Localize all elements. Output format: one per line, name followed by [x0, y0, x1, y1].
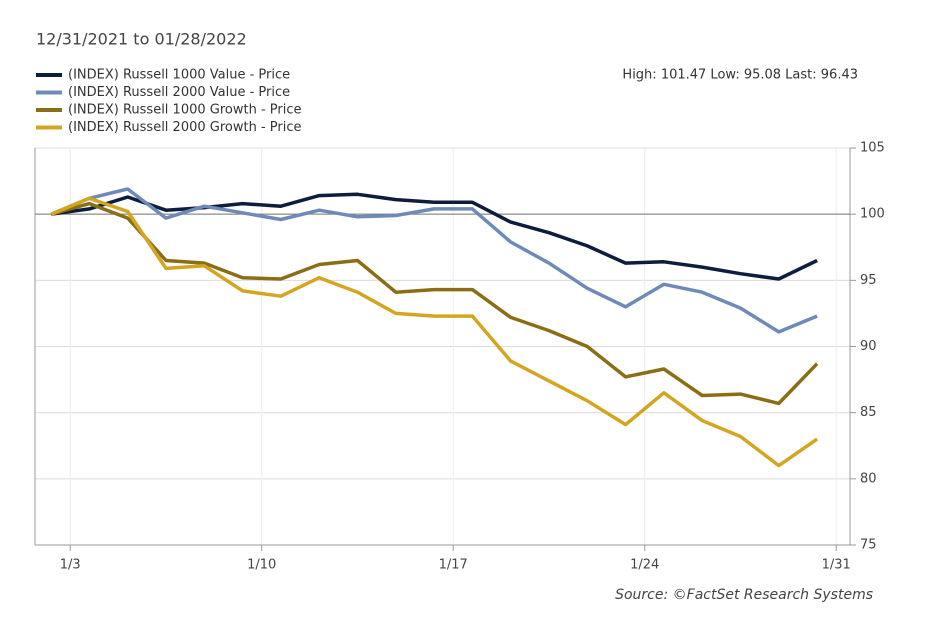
y-tick-label: 100	[860, 207, 885, 222]
source: Source: ©FactSet Research Systems	[615, 587, 873, 603]
y-tick-label: 75	[860, 538, 877, 553]
x-tick-label: 1/31	[822, 558, 851, 573]
legend-label: (INDEX) Russell 1000 Growth - Price	[68, 103, 302, 118]
series-line	[50, 196, 819, 468]
y-tick-label: 80	[860, 471, 877, 486]
x-tick-label: 1/17	[439, 558, 468, 573]
series-line	[50, 201, 819, 406]
x-tick-label: 1/10	[247, 558, 276, 573]
y-tick-label: 95	[860, 273, 877, 288]
x-tick-label: 1/24	[630, 558, 659, 573]
series-line	[50, 192, 818, 281]
chart-title: 12/31/2021 to 01/28/2022	[36, 30, 247, 49]
y-tick-label: 85	[860, 405, 877, 420]
y-tick-label: 105	[860, 141, 885, 156]
legend-label: (INDEX) Russell 2000 Value - Price	[68, 85, 290, 100]
legend-label: (INDEX) Russell 1000 Value - Price	[68, 68, 290, 83]
x-tick-label: 1/3	[60, 558, 81, 573]
legend-label: (INDEX) Russell 2000 Growth - Price	[68, 120, 302, 135]
series-line	[50, 187, 818, 334]
y-tick-label: 90	[860, 339, 877, 354]
annotation: High: 101.47 Low: 95.08 Last: 96.43	[622, 68, 858, 83]
